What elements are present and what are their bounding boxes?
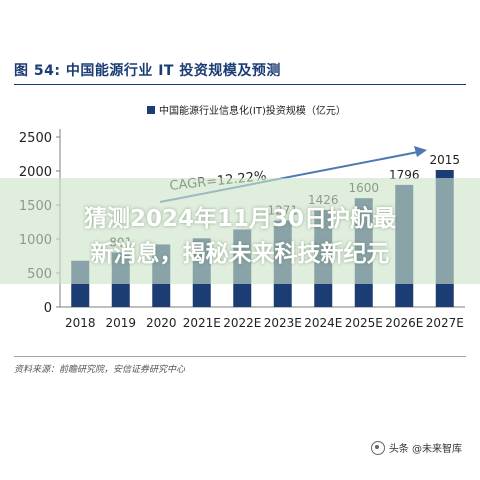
legend-swatch: [147, 106, 155, 114]
toutiao-logo-icon: [370, 440, 385, 455]
credit: 头条 @未来智库: [370, 440, 462, 455]
y-tick-label: 2000: [19, 165, 52, 180]
x-tick-label: 2020: [146, 316, 177, 330]
source-note: 资料来源：前瞻研究院，安信证券研究中心: [14, 365, 186, 375]
cagr-arrowhead: [414, 146, 427, 157]
x-tick-label: 2022E: [223, 316, 261, 330]
watermark-line-1: 猜测2024年11月30日护航最: [83, 206, 397, 232]
x-tick-label: 2025E: [345, 316, 383, 330]
legend-label: 中国能源行业信息化(IT)投资规模（亿元）: [159, 104, 346, 117]
x-tick-label: 2021E: [183, 316, 221, 330]
x-tick-label: 2023E: [264, 316, 302, 330]
legend: 中国能源行业信息化(IT)投资规模（亿元）: [147, 104, 346, 117]
y-tick-label: 0: [44, 301, 52, 316]
figure-title: 图 54: 中国能源行业 IT 投资规模及预测: [14, 63, 281, 79]
y-tick-label: 2500: [19, 131, 52, 146]
x-tick-label: 2018: [65, 316, 96, 330]
watermark-band: [0, 178, 480, 284]
x-tick-label: 2019: [105, 316, 136, 330]
data-label: 2015: [429, 153, 460, 167]
credit-text: 头条 @未来智库: [388, 444, 462, 455]
x-tick-label: 2026E: [385, 316, 423, 330]
x-tick-label: 2024E: [304, 316, 342, 330]
title-divider: [14, 84, 466, 85]
source-divider: [14, 356, 466, 357]
watermark-line-2: 新消息，揭秘未来科技新纪元: [90, 241, 390, 267]
x-tick-label: 2027E: [426, 316, 464, 330]
